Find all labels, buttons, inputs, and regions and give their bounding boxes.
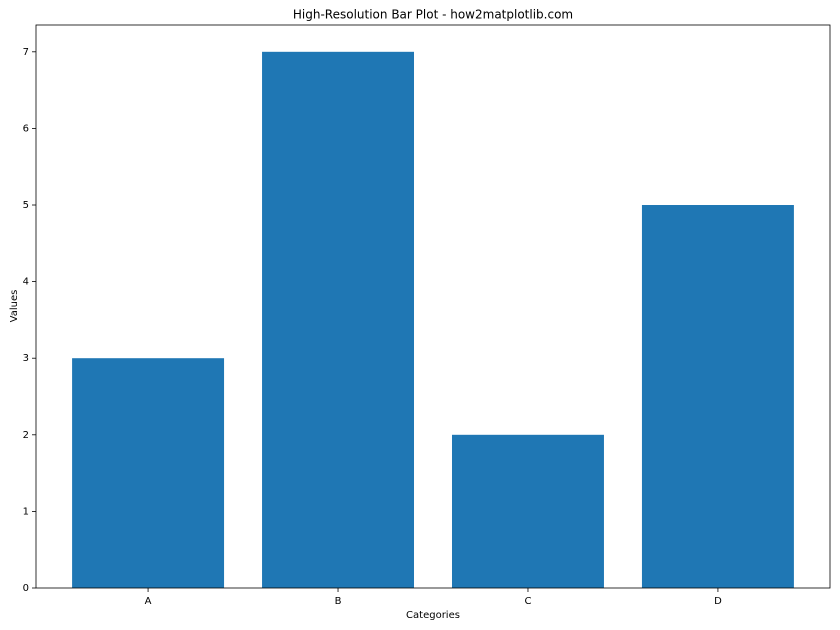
x-tick-label: D xyxy=(714,596,722,607)
y-tick-label: 5 xyxy=(23,200,29,211)
y-tick-label: 0 xyxy=(23,583,29,594)
y-axis-label: Values xyxy=(9,290,20,323)
y-tick-label: 6 xyxy=(23,123,29,134)
bar xyxy=(451,434,604,588)
x-axis-label: Categories xyxy=(406,610,460,621)
bar xyxy=(262,51,415,589)
y-tick-label: 7 xyxy=(23,47,29,58)
y-tick-label: 2 xyxy=(23,430,29,441)
plot-frame xyxy=(35,24,831,589)
y-tick-label: 1 xyxy=(23,506,29,517)
bar xyxy=(72,358,225,588)
x-tick-label: B xyxy=(335,596,342,607)
chart-title: High-Resolution Bar Plot - how2matplotli… xyxy=(293,8,573,22)
x-tick-label: C xyxy=(524,596,531,607)
x-tick-label: A xyxy=(145,596,152,607)
y-tick-label: 4 xyxy=(23,277,29,288)
y-tick-label: 3 xyxy=(23,353,29,364)
bar xyxy=(641,205,794,588)
